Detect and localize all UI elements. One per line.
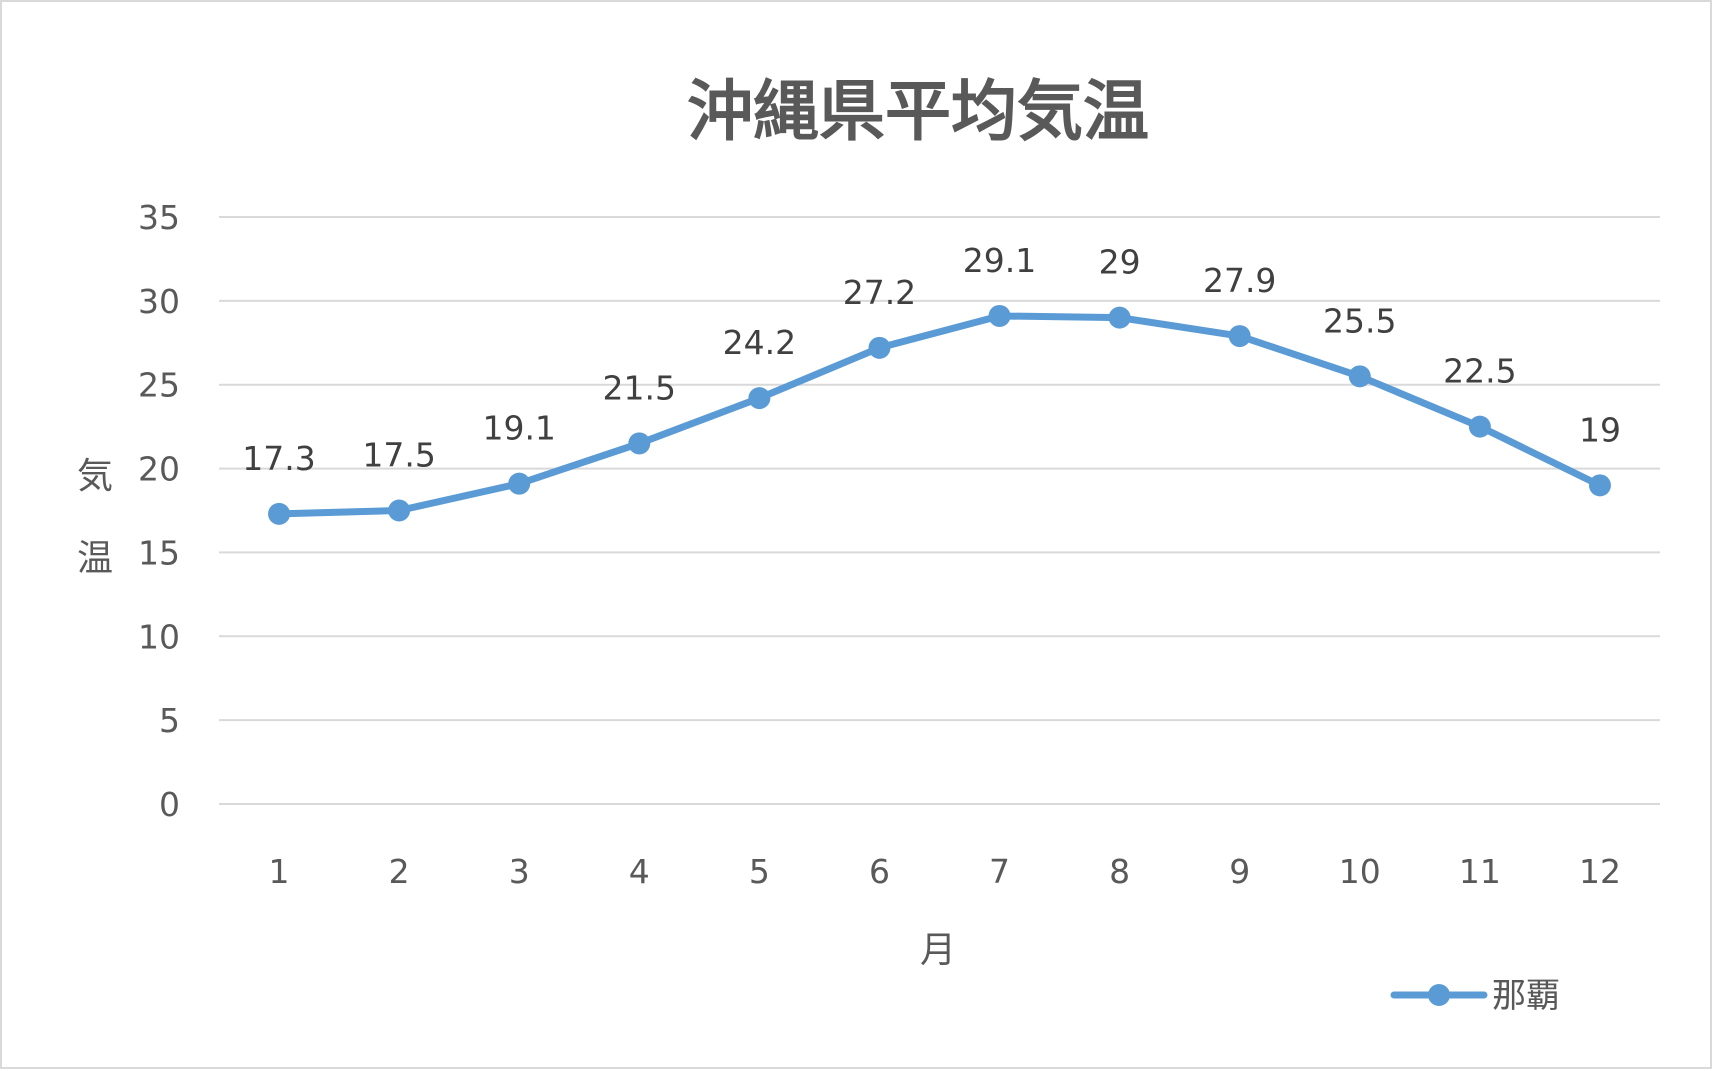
- gridlines: [219, 216, 1660, 805]
- y-tick-label: 35: [138, 198, 180, 237]
- x-tick-label: 4: [629, 852, 650, 891]
- y-tick-label: 15: [138, 533, 180, 572]
- data-label: 29: [1099, 243, 1141, 282]
- series-layer: [268, 304, 1611, 525]
- data-point-marker: [388, 499, 411, 522]
- data-point-marker: [628, 432, 651, 455]
- data-point-marker: [1468, 415, 1491, 438]
- legend-series-marker: [1428, 984, 1450, 1006]
- data-label: 19.1: [482, 409, 555, 448]
- x-tick-label: 9: [1229, 852, 1250, 891]
- data-point-marker: [1588, 474, 1611, 497]
- data-label: 27.2: [843, 273, 916, 312]
- x-axis-title: 月: [920, 930, 956, 971]
- data-point-marker: [1348, 365, 1371, 388]
- data-label: 17.5: [362, 436, 435, 475]
- data-point-marker: [868, 336, 891, 359]
- y-tick-label: 25: [138, 366, 180, 405]
- y-tick-label: 5: [159, 701, 180, 740]
- data-label: 22.5: [1443, 352, 1516, 391]
- x-tick-label: 7: [989, 852, 1010, 891]
- data-point-marker: [268, 502, 291, 525]
- x-tick-label: 11: [1459, 852, 1501, 891]
- data-label: 25.5: [1323, 301, 1396, 340]
- data-point-marker: [1228, 325, 1251, 348]
- data-label: 29.1: [963, 241, 1036, 280]
- data-point-marker: [748, 387, 771, 410]
- data-label: 24.2: [723, 323, 796, 362]
- data-point-marker: [508, 472, 531, 495]
- x-tick-label: 8: [1109, 852, 1130, 891]
- y-tick-label: 30: [138, 282, 180, 321]
- data-label: 19: [1579, 410, 1621, 449]
- data-labels: 17.3 17.5 19.1 21.5 24.2 27.2 29.1 29 27.9 25.5 22…: [242, 241, 1621, 478]
- y-tick-label: 0: [159, 785, 180, 824]
- y-axis-ticks: 0 5 10 15 20 25 30 35: [138, 198, 180, 824]
- y-axis-title-char: 気: [77, 456, 113, 497]
- series-line-naha: [275, 312, 1604, 518]
- legend-series-label: 那覇: [1492, 976, 1560, 1016]
- x-tick-label: 6: [869, 852, 890, 891]
- x-tick-label: 2: [389, 852, 410, 891]
- x-axis-ticks: 1 2 3 4 5 6 7 8 9 10 11 12: [269, 852, 1621, 891]
- data-point-marker: [988, 304, 1011, 327]
- y-axis-title-char: 温: [77, 538, 113, 579]
- y-tick-label: 10: [138, 617, 180, 656]
- x-tick-label: 3: [509, 852, 530, 891]
- data-point-marker: [1108, 306, 1131, 329]
- data-label: 27.9: [1203, 261, 1276, 300]
- x-tick-label: 1: [269, 852, 290, 891]
- x-tick-label: 12: [1579, 852, 1621, 891]
- chart-title: 沖縄県平均気温: [687, 73, 1149, 150]
- data-label: 21.5: [603, 368, 676, 407]
- x-tick-label: 10: [1339, 852, 1381, 891]
- x-tick-label: 5: [749, 852, 770, 891]
- legend: 那覇: [1390, 976, 1560, 1016]
- data-label: 17.3: [242, 439, 315, 478]
- y-tick-label: 20: [138, 450, 180, 489]
